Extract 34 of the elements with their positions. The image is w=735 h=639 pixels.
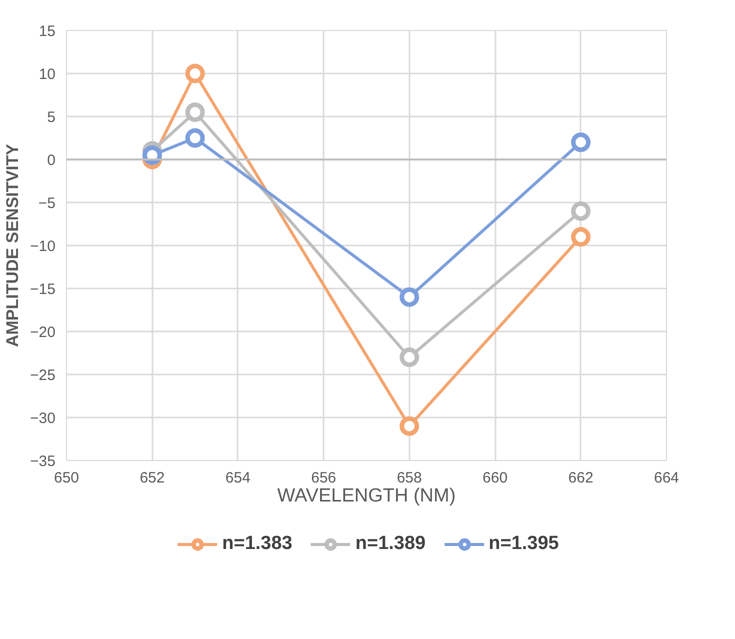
x-tick-label: 664: [654, 470, 680, 486]
legend-label: n=1.389: [355, 533, 426, 555]
y-tick-label: −30: [30, 410, 56, 427]
y-tick-label: −35: [30, 453, 56, 470]
point: [142, 145, 162, 165]
y-tick-label: 5: [47, 109, 56, 126]
x-tick-label: 660: [482, 470, 508, 486]
y-tick-label: −15: [30, 281, 56, 298]
x-tick-label: 652: [140, 470, 165, 486]
y-tick-label: 10: [38, 66, 56, 83]
point: [185, 102, 205, 122]
x-tick-label: 650: [54, 470, 80, 486]
point: [185, 64, 205, 84]
x-tick-label: 662: [568, 470, 594, 486]
x-tick-label: 654: [225, 470, 250, 486]
y-tick-label: −10: [30, 238, 56, 255]
y-tick-label: −5: [38, 195, 56, 212]
y-tick-label: −20: [30, 324, 56, 341]
y-tick-label: 0: [47, 152, 56, 169]
point: [571, 227, 591, 247]
y-axis-title: AMPLITUDE SENSITVITY: [3, 143, 22, 348]
point: [185, 128, 205, 148]
x-tick-label: 656: [311, 470, 336, 486]
x-tick-label: 658: [396, 470, 422, 486]
legend-label: n=1.395: [488, 533, 559, 555]
point: [400, 348, 420, 368]
point: [400, 416, 420, 436]
point: [571, 201, 591, 221]
point: [400, 287, 420, 307]
legend-label: n=1.383: [222, 533, 292, 555]
x-axis-title: WAVELENGTH (NM): [277, 486, 456, 506]
y-tick-label: 15: [38, 23, 56, 40]
y-tick-label: −25: [30, 367, 56, 384]
point: [571, 132, 591, 152]
